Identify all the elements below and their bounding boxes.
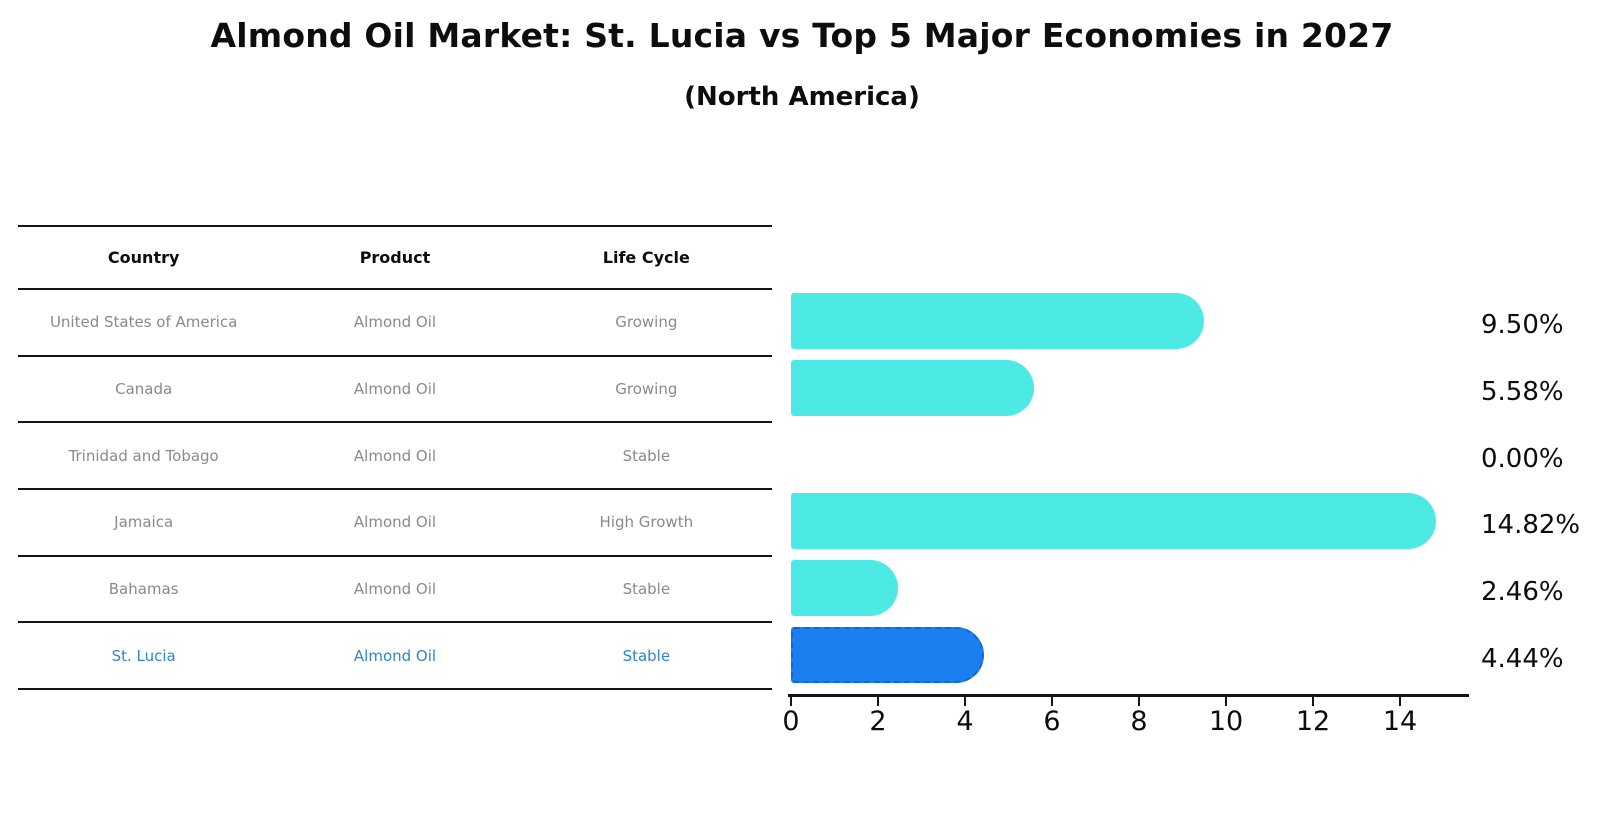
cell-product: Almond Oil [353,380,437,399]
bar [791,560,898,617]
cell-country: Trinidad and Tobago [68,446,219,465]
cell-life-cycle: Stable [622,646,671,665]
x-axis-tick [1225,697,1227,706]
cell-country: Bahamas [108,580,179,599]
cell-country: United States of America [49,313,238,332]
bar [791,293,1205,350]
chart-subtitle: (North America) [684,82,920,112]
x-axis-tick-label: 10 [1208,706,1244,737]
cell-life-cycle: Growing [615,380,678,399]
chart-title: Almond Oil Market: St. Lucia vs Top 5 Ma… [210,16,1394,55]
cell-product: Almond Oil [353,580,437,599]
value-label: 2.46% [1481,577,1564,608]
bar [791,493,1436,550]
bar-highlight [791,626,985,683]
x-axis-tick-label: 0 [782,706,800,737]
x-axis-tick-label: 4 [956,706,974,737]
value-label: 14.82% [1481,510,1581,541]
cell-life-cycle: Stable [622,446,671,465]
table-row: Trinidad and Tobago Almond Oil Stable [18,423,772,491]
cell-product: Almond Oil [353,446,437,465]
value-label: 4.44% [1481,643,1564,674]
cell-product: Almond Oil [353,313,437,332]
cell-product: Almond Oil [353,646,437,665]
cell-life-cycle: High Growth [599,513,694,532]
x-axis-line [788,694,1469,697]
cell-life-cycle: Stable [622,580,671,599]
x-axis-tick [1051,697,1053,706]
value-label: 0.00% [1481,443,1564,474]
comparison-table: Country Product Life Cycle United States… [18,225,772,691]
table-row: St. Lucia Almond Oil Stable [18,623,772,691]
x-axis-tick-label: 6 [1043,706,1061,737]
x-axis-tick-label: 2 [869,706,887,737]
x-axis-tick [1312,697,1314,706]
cell-country: Jamaica [114,513,174,532]
cell-product: Almond Oil [353,513,437,532]
x-axis-tick [790,697,792,706]
cell-country: Canada [115,380,173,399]
table-row: Canada Almond Oil Growing [18,357,772,424]
x-axis-tick [1138,697,1140,706]
header-cell-product: Product [359,248,431,267]
bar [791,360,1034,417]
table-row: Jamaica Almond Oil High Growth [18,490,772,557]
x-axis-tick-label: 14 [1382,706,1418,737]
header-cell-country: Country [107,248,180,267]
header-cell-life-cycle: Life Cycle [602,248,690,267]
x-axis-tick-label: 12 [1295,706,1331,737]
table-header-row: Country Product Life Cycle [18,227,772,290]
value-label: 5.58% [1481,377,1564,408]
x-axis-tick-label: 8 [1130,706,1148,737]
x-axis-tick [1399,697,1401,706]
x-axis-tick [877,697,879,706]
x-axis-tick [964,697,966,706]
cell-country: St. Lucia [111,646,176,665]
table-row: United States of America Almond Oil Growin… [18,290,772,357]
value-label: 9.50% [1481,310,1564,341]
cell-life-cycle: Growing [615,313,678,332]
table-row: Bahamas Almond Oil Stable [18,557,772,624]
